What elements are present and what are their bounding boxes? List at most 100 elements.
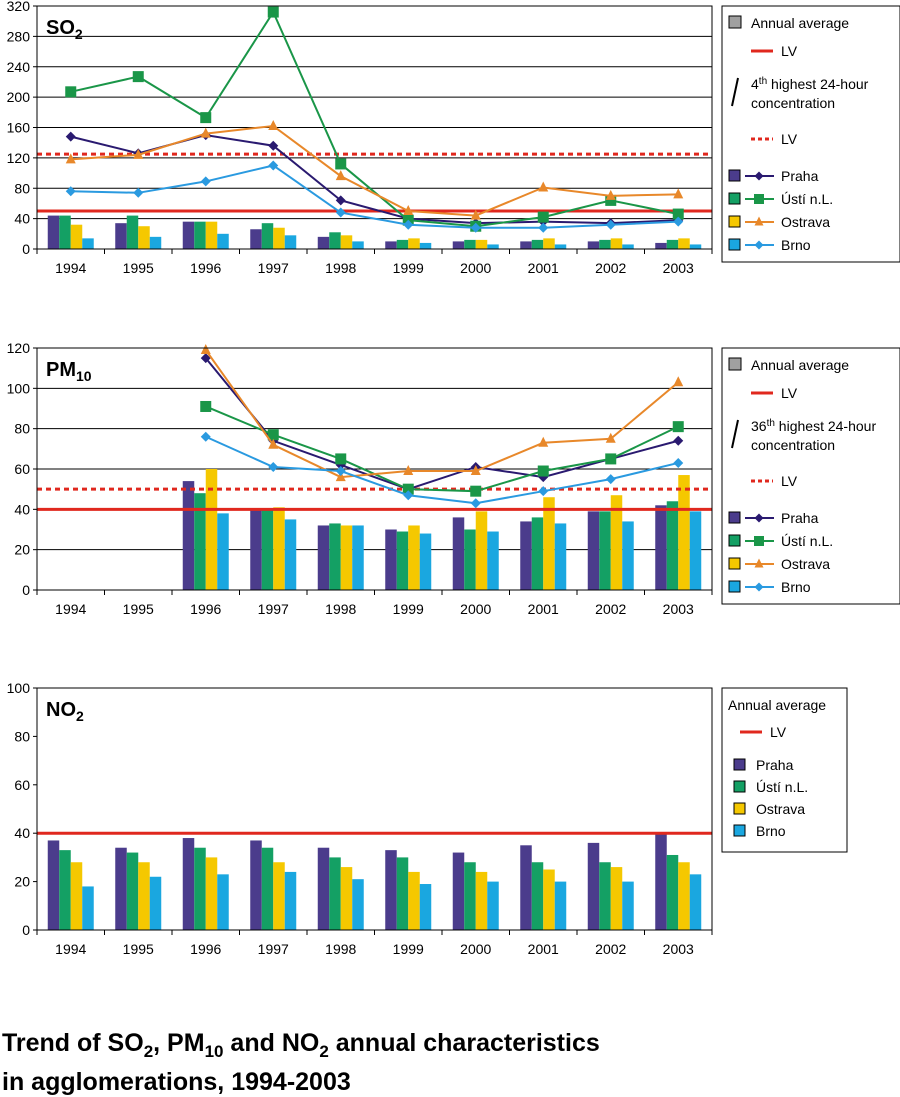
legend: Annual average LV Praha Ústí n.L. Ostrava Brn… <box>721 687 848 853</box>
bar-stnl <box>464 239 476 249</box>
point-marker <box>403 205 414 216</box>
bar-stnl <box>194 493 206 590</box>
bar-praha <box>587 241 600 249</box>
bar-praha <box>47 215 60 249</box>
caption-line-2: in agglomerations, 1994-2003 <box>2 1068 351 1096</box>
point-marker <box>132 71 144 83</box>
bar-ostrava <box>408 238 420 249</box>
y-tick-label: 80 <box>14 180 30 196</box>
bar-praha <box>520 241 532 249</box>
bar-stnl <box>464 862 476 930</box>
bar-brno <box>284 235 297 249</box>
bar-ostrava <box>340 235 353 249</box>
bar-praha <box>520 521 532 590</box>
bar-praha <box>520 845 532 930</box>
legend: Annual average LV 36th highest 24-hour conc… <box>721 347 900 605</box>
bar-ostrava <box>340 867 353 930</box>
line-brno <box>70 164 679 229</box>
x-tick-label: 2000 <box>460 941 491 957</box>
x-tick-label: 1999 <box>393 260 424 276</box>
bar-ostrava <box>610 495 623 590</box>
y-tick-label: 80 <box>14 728 30 744</box>
bar-stnl <box>666 239 679 249</box>
point-marker <box>605 194 617 206</box>
legend-lv-label: LV <box>770 724 787 740</box>
y-tick-label: 120 <box>7 150 31 166</box>
point-marker <box>605 453 617 465</box>
bar-brno <box>217 513 229 590</box>
caption-line-1: Trend of SO2, PM10 and NO2 annual charac… <box>2 1029 600 1061</box>
point-marker <box>200 400 212 412</box>
bar-brno <box>554 881 567 930</box>
point-marker <box>65 131 76 142</box>
x-tick-label: 1998 <box>325 941 356 957</box>
bar-praha <box>587 842 600 930</box>
legend-highest-label: 4th highest 24-hour <box>751 76 869 92</box>
line-stnl <box>70 9 679 228</box>
legend-series-bar <box>733 758 746 771</box>
point-marker <box>200 127 211 138</box>
legend-highest-label-2: concentration <box>751 95 835 111</box>
bar-praha <box>317 847 330 930</box>
point-marker <box>403 465 414 476</box>
x-tick-label: 1995 <box>123 601 154 617</box>
bar-praha <box>655 833 667 930</box>
legend-series-bar <box>728 557 741 570</box>
point-marker <box>335 170 346 181</box>
bar-praha <box>182 481 195 590</box>
y-tick-label: 100 <box>7 380 31 396</box>
legend-series-marker <box>754 513 764 523</box>
bar-ostrava <box>138 862 150 930</box>
point-marker <box>605 474 616 485</box>
legend-series-bar <box>728 238 741 251</box>
bar-ostrava <box>543 497 555 590</box>
bar-stnl <box>261 509 274 590</box>
bar-brno <box>217 874 229 930</box>
legend-series-marker <box>754 216 764 226</box>
point-marker <box>335 207 346 218</box>
y-tick-label: 0 <box>22 582 30 598</box>
bar-brno <box>622 521 634 590</box>
bar-ostrava <box>205 857 218 930</box>
point-marker <box>200 431 211 442</box>
x-tick-label: 1997 <box>258 601 289 617</box>
bar-stnl <box>599 239 611 249</box>
bar-brno <box>352 525 364 590</box>
bar-stnl <box>329 232 341 249</box>
point-marker <box>537 465 549 477</box>
legend-series-bar <box>733 780 746 793</box>
y-tick-label: 200 <box>7 89 31 105</box>
point-marker <box>403 490 414 501</box>
legend-series-marker <box>754 171 764 181</box>
y-tick-label: 40 <box>14 211 30 227</box>
bar-praha <box>250 509 262 590</box>
bar-ostrava <box>475 511 488 590</box>
bar-stnl <box>396 239 409 249</box>
x-tick-label: 1996 <box>190 601 221 617</box>
y-tick-label: 160 <box>7 120 31 136</box>
bar-ostrava <box>678 862 690 930</box>
point-marker <box>538 486 549 497</box>
point-marker <box>538 181 549 192</box>
bar-brno <box>487 244 499 249</box>
legend-lv-label: LV <box>781 385 798 401</box>
point-marker <box>133 148 144 159</box>
bar-stnl <box>666 854 679 930</box>
line-stnl <box>205 405 679 493</box>
point-marker <box>65 186 76 197</box>
bar-brno <box>419 884 432 930</box>
legend-series-bar <box>728 511 741 524</box>
legend-series-label: Praha <box>781 510 819 526</box>
bar-stnl <box>599 862 611 930</box>
y-tick-label: 120 <box>7 340 31 356</box>
point-marker <box>538 222 549 233</box>
bar-praha <box>385 241 397 249</box>
x-tick-label: 1994 <box>55 941 86 957</box>
y-tick-label: 0 <box>22 241 30 257</box>
bar-brno <box>622 881 634 930</box>
x-tick-label: 1995 <box>123 941 154 957</box>
point-marker <box>605 189 616 200</box>
bar-praha <box>115 847 127 930</box>
bar-ostrava <box>678 475 690 590</box>
